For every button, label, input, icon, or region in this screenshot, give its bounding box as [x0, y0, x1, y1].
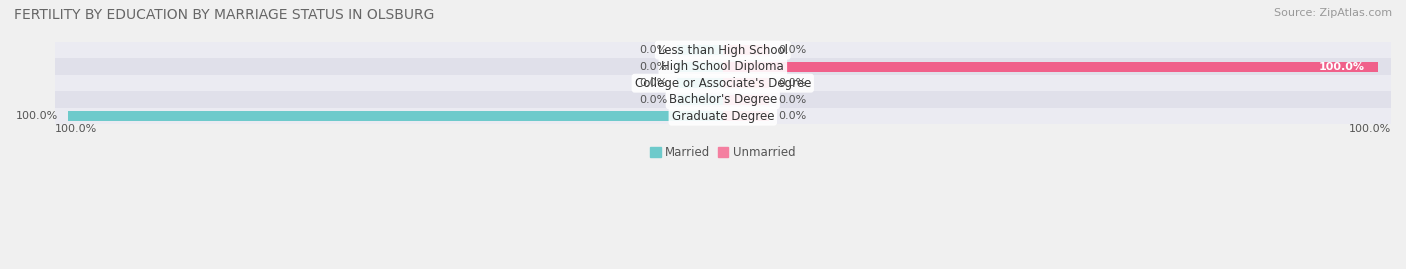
- Bar: [676, 78, 723, 88]
- Text: High School Diploma: High School Diploma: [661, 60, 785, 73]
- Bar: [676, 45, 723, 55]
- Text: 100.0%: 100.0%: [55, 125, 97, 134]
- Text: 0.0%: 0.0%: [779, 95, 807, 105]
- Bar: [676, 62, 723, 72]
- Text: 0.0%: 0.0%: [779, 45, 807, 55]
- Text: 0.0%: 0.0%: [638, 62, 666, 72]
- Bar: [55, 108, 1391, 125]
- Text: 100.0%: 100.0%: [1319, 62, 1365, 72]
- Text: 0.0%: 0.0%: [638, 78, 666, 88]
- Text: 100.0%: 100.0%: [1348, 125, 1391, 134]
- Bar: [55, 75, 1391, 91]
- Bar: [723, 62, 1378, 72]
- Bar: [55, 42, 1391, 58]
- Bar: [723, 78, 769, 88]
- Text: 0.0%: 0.0%: [779, 78, 807, 88]
- Bar: [67, 111, 723, 121]
- Text: 0.0%: 0.0%: [779, 111, 807, 121]
- Text: 100.0%: 100.0%: [15, 111, 58, 121]
- Text: Bachelor's Degree: Bachelor's Degree: [669, 93, 778, 106]
- Text: FERTILITY BY EDUCATION BY MARRIAGE STATUS IN OLSBURG: FERTILITY BY EDUCATION BY MARRIAGE STATU…: [14, 8, 434, 22]
- Text: 0.0%: 0.0%: [638, 95, 666, 105]
- Text: Graduate Degree: Graduate Degree: [672, 110, 775, 123]
- Bar: [55, 91, 1391, 108]
- Text: Source: ZipAtlas.com: Source: ZipAtlas.com: [1274, 8, 1392, 18]
- Bar: [723, 95, 769, 105]
- Text: College or Associate's Degree: College or Associate's Degree: [634, 77, 811, 90]
- Legend: Married, Unmarried: Married, Unmarried: [645, 141, 800, 164]
- Bar: [676, 95, 723, 105]
- Bar: [723, 111, 769, 121]
- Bar: [723, 45, 769, 55]
- Text: 0.0%: 0.0%: [638, 45, 666, 55]
- Text: Less than High School: Less than High School: [658, 44, 787, 57]
- Bar: [55, 58, 1391, 75]
